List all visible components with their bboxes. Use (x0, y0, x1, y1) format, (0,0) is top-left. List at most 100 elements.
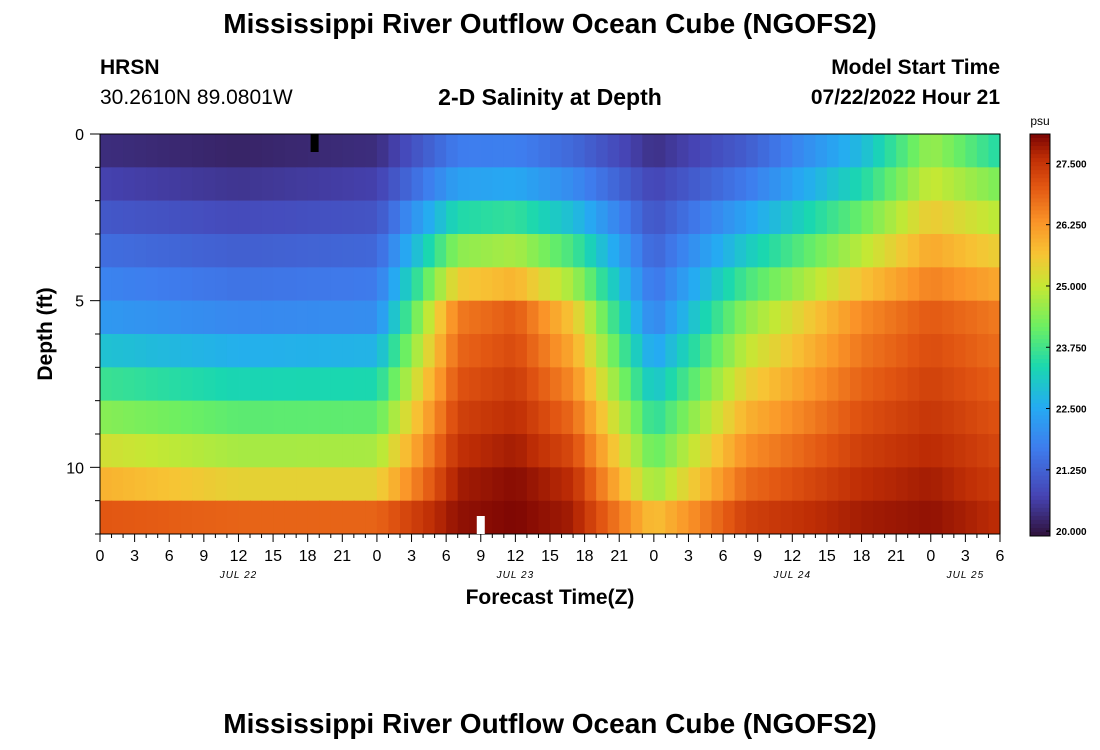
heatmap-cell (400, 400, 413, 435)
heatmap-cell (850, 500, 863, 535)
colorbar-segment (1030, 138, 1050, 143)
heatmap-cell (976, 267, 990, 301)
heatmap-cell (573, 234, 586, 268)
colorbar-segment (1030, 242, 1050, 248)
heatmap-cell (376, 434, 390, 468)
colorbar-segment (1030, 214, 1050, 219)
heatmap-cell (965, 167, 978, 201)
heatmap-cell (873, 134, 886, 168)
heatmap-cell (123, 434, 136, 468)
heatmap-cell (180, 434, 193, 468)
heatmap-cell (411, 500, 424, 535)
heatmap-cell (676, 167, 690, 201)
heatmap-cell (711, 134, 724, 168)
colorbar-segment (1030, 226, 1050, 231)
heatmap-cell (434, 300, 447, 335)
heatmap-cell (907, 467, 920, 501)
heatmap-cell (226, 300, 240, 335)
heatmap-cell (250, 300, 263, 335)
heatmap-cell (169, 234, 182, 268)
heatmap-cell (850, 467, 863, 501)
heatmap-cell (573, 367, 586, 401)
heatmap-cell (919, 500, 932, 535)
heatmap-cell (146, 300, 159, 335)
colorbar-tick-label: 22.500 (1056, 405, 1087, 416)
heatmap-cell (296, 467, 309, 501)
heatmap-cell (388, 234, 401, 268)
heatmap-cell (146, 367, 159, 401)
heatmap-cell (607, 500, 620, 535)
heatmap-cell (342, 500, 355, 535)
heatmap-cell (284, 400, 297, 435)
colorbar-segment (1030, 286, 1050, 292)
heatmap-cell (607, 267, 620, 301)
heatmap-cell (192, 434, 205, 468)
heatmap-cell (607, 367, 620, 401)
x-tick-label: 6 (442, 548, 451, 565)
heatmap-cell (630, 134, 643, 168)
colorbar-segment (1030, 355, 1050, 360)
heatmap-cell (861, 400, 874, 435)
heatmap-cell (619, 434, 632, 468)
colorbar-segment (1030, 427, 1050, 432)
x-tick-label: 0 (96, 548, 105, 565)
heatmap-cell (676, 234, 690, 268)
heatmap-cell (215, 400, 228, 435)
heatmap-cell (780, 234, 793, 268)
colorbar-tick-label: 21.250 (1056, 466, 1087, 477)
colorbar-segment (1030, 367, 1050, 372)
colorbar-segment (1030, 499, 1050, 505)
colorbar-segment (1030, 230, 1050, 235)
heatmap-cell (515, 434, 528, 468)
heatmap-cell (884, 234, 897, 268)
date-label: JUL 25 (946, 570, 985, 581)
heatmap-cell (423, 400, 436, 435)
heatmap-cell (942, 300, 955, 335)
heatmap-cell (919, 300, 932, 335)
heatmap-cell (988, 500, 1001, 535)
heatmap-cell (469, 267, 482, 301)
heatmap-cell (284, 300, 297, 335)
heatmap-cell (376, 300, 390, 335)
heatmap-cell (723, 234, 736, 268)
heatmap-cell (942, 134, 955, 168)
colorbar-segment (1030, 210, 1050, 215)
heatmap-cell (561, 400, 574, 435)
heatmap-cell (688, 134, 701, 168)
heatmap-cell (457, 400, 470, 435)
x-tick-label: 3 (130, 548, 139, 565)
heatmap-cell (423, 134, 436, 168)
heatmap-cell (365, 367, 378, 401)
heatmap-cell (180, 267, 193, 301)
heatmap-cell (861, 234, 874, 268)
heatmap-cell (665, 200, 678, 235)
heatmap-cell (515, 334, 528, 368)
heatmap-cell (307, 334, 320, 368)
colorbar-frame (1029, 133, 1051, 537)
heatmap-cell (273, 467, 286, 501)
heatmap-cell (596, 367, 609, 401)
heatmap-cell (400, 167, 413, 201)
heatmap-cell (792, 500, 805, 535)
heatmap-cell (561, 300, 574, 335)
heatmap-cell (919, 134, 932, 168)
x-tick-label: 9 (199, 548, 208, 565)
colorbar-tick-label: 23.750 (1056, 343, 1087, 354)
heatmap-cell (342, 167, 355, 201)
heatmap-cell (584, 200, 597, 235)
heatmap-cell (342, 234, 355, 268)
heatmap-cell (376, 400, 390, 435)
heatmap-cell (284, 467, 297, 501)
heatmap-cell (746, 300, 759, 335)
heatmap-cell (826, 300, 840, 335)
heatmap-cell (157, 167, 170, 201)
heatmap-cell (769, 434, 782, 468)
heatmap-cell (273, 434, 286, 468)
heatmap-cell (180, 500, 193, 535)
heatmap-cell (134, 434, 147, 468)
heatmap-cell (169, 300, 182, 335)
heatmap-cell (388, 267, 401, 301)
heatmap-cell (457, 500, 470, 535)
heatmap-cell (746, 500, 759, 535)
heatmap-cell (238, 500, 251, 535)
